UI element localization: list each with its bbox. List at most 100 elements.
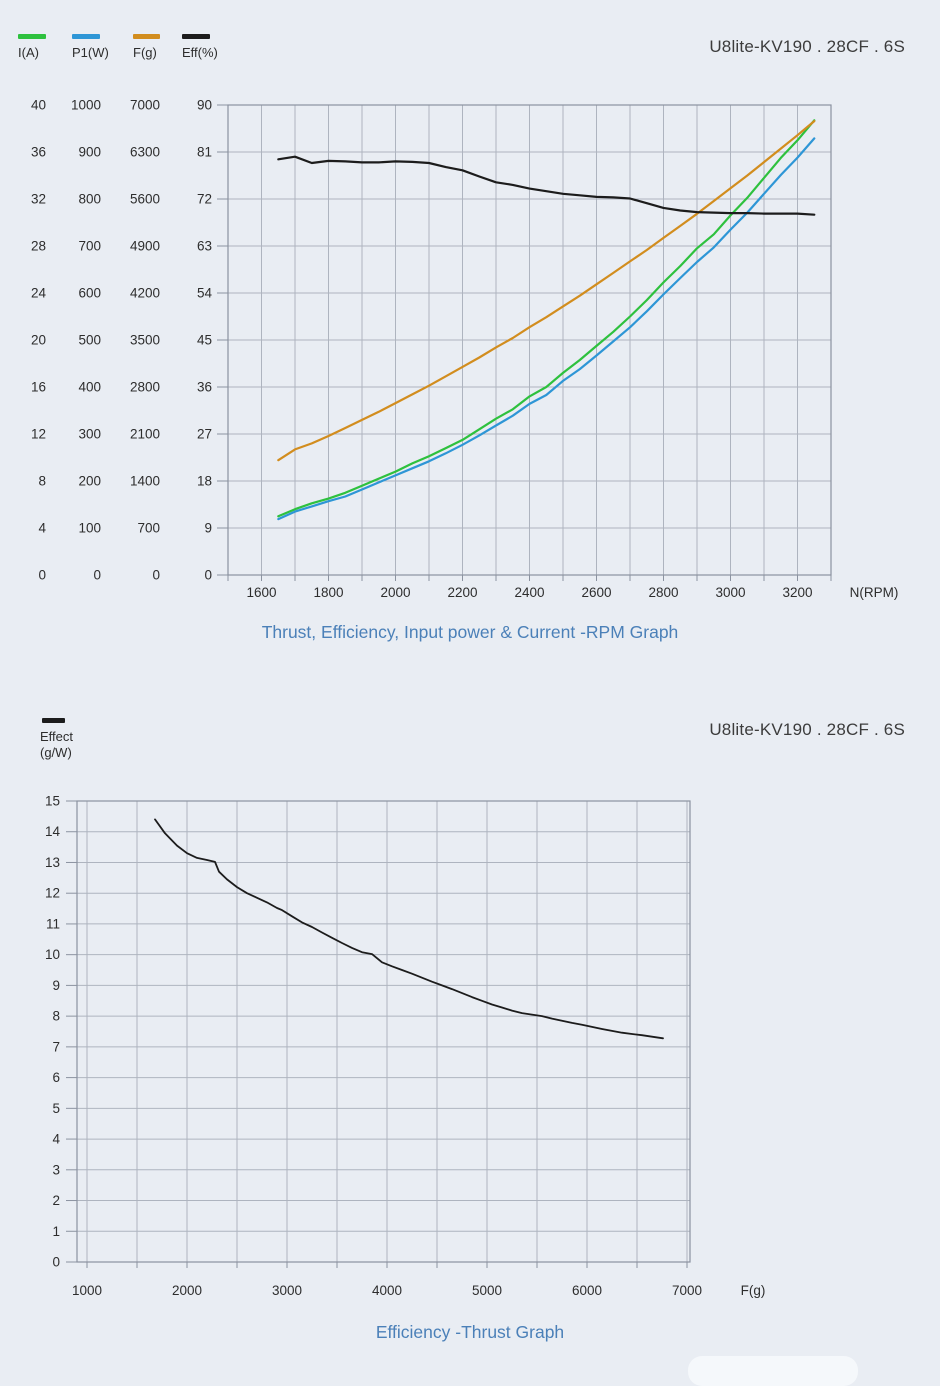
x-tick-label: 1000 [72, 1283, 102, 1298]
x-tick-label: 3200 [782, 585, 812, 600]
y-tick-label: 8 [52, 1009, 60, 1024]
y-tick-label: 40 [31, 98, 46, 113]
current-legend-swatch [18, 34, 46, 39]
y-tick-label: 0 [38, 568, 46, 583]
chart2-caption: Efficiency -Thrust Graph [375, 1322, 565, 1342]
y-tick-label: 3500 [130, 333, 160, 348]
y-tick-label: 11 [46, 916, 60, 931]
x-tick-label: 4000 [372, 1283, 402, 1298]
y-tick-label: 12 [45, 886, 60, 901]
y-tick-label: 1000 [71, 98, 101, 113]
y-tick-label: 63 [197, 239, 212, 254]
y-tick-label: 400 [78, 380, 101, 395]
y-tick-label: 700 [137, 521, 160, 536]
legend-item-input-power: P1(W) [72, 34, 109, 60]
y-tick-label: 800 [78, 192, 101, 207]
y-tick-label: 0 [52, 1255, 60, 1270]
series-thrust-line [277, 119, 816, 462]
effect-legend-swatch [42, 718, 65, 723]
efficiency-legend-swatch [182, 34, 210, 39]
x-tick-label: 2000 [380, 585, 410, 600]
y-tick-label: 16 [31, 380, 46, 395]
y-tick-label: 3 [52, 1162, 60, 1177]
thrust-legend-swatch [133, 34, 160, 39]
y-tick-label: 5 [52, 1101, 60, 1116]
y-tick-label: 45 [197, 333, 212, 348]
y-tick-label: 13 [45, 855, 60, 870]
series-efficiency-line [277, 155, 816, 216]
x-tick-label: 1800 [313, 585, 343, 600]
y-tick-label: 27 [197, 427, 212, 442]
x-axis-title: N(RPM) [850, 585, 899, 600]
y-tick-label: 7000 [130, 98, 160, 113]
y-tick-label: 200 [78, 474, 101, 489]
y-tick-label: 14 [45, 824, 61, 839]
y-tick-label: 4200 [130, 286, 160, 301]
effect-legend-label-line1: Effect [40, 729, 74, 744]
y-tick-label: 32 [31, 192, 46, 207]
thrust-rpm-chart-panel: I(A) P1(W) F(g) Eff(%) U8lite-KV190 . 28… [0, 0, 940, 660]
y-tick-label: 0 [204, 568, 212, 583]
y-tick-label: 300 [78, 427, 101, 442]
y-tick-label: 15 [45, 794, 60, 809]
y-tick-label: 2800 [130, 380, 160, 395]
legend-item-current: I(A) [18, 34, 46, 60]
y-tick-label: 24 [31, 286, 47, 301]
y-tick-label: 18 [197, 474, 212, 489]
x-tick-label: 1600 [246, 585, 276, 600]
legend-item-thrust: F(g) [133, 34, 160, 60]
effect-curve-line [154, 818, 664, 1040]
x-tick-label: 7000 [672, 1283, 702, 1298]
x-tick-label: 3000 [272, 1283, 302, 1298]
current-legend-label: I(A) [18, 45, 39, 60]
efficiency-legend-label: Eff(%) [182, 45, 218, 60]
y-tick-label: 4 [52, 1132, 60, 1147]
plot-border [227, 104, 832, 576]
y-tick-label: 500 [78, 333, 101, 348]
y-tick-label: 9 [204, 521, 212, 536]
plot-border [76, 800, 691, 1263]
x-axis-title: F(g) [741, 1283, 766, 1298]
x-tick-label: 6000 [572, 1283, 602, 1298]
y-tick-label: 8 [38, 474, 46, 489]
y-tick-label: 900 [78, 145, 101, 160]
y-tick-label: 81 [197, 145, 212, 160]
input-power-legend-swatch [72, 34, 100, 39]
y-tick-label: 28 [31, 239, 46, 254]
x-tick-label: 2600 [581, 585, 611, 600]
y-tick-label: 1 [52, 1224, 60, 1239]
x-tick-label: 2200 [447, 585, 477, 600]
legend-item-effect: Effect (g/W) [40, 718, 73, 761]
input-power-legend-label: P1(W) [72, 45, 109, 60]
chart1-title: U8lite-KV190 . 28CF . 6S [709, 37, 905, 56]
chart1-caption: Thrust, Efficiency, Input power & Curren… [261, 622, 679, 642]
x-tick-label: 5000 [472, 1283, 502, 1298]
y-tick-label: 4900 [130, 239, 160, 254]
y-tick-label: 72 [197, 192, 212, 207]
efficiency-thrust-chart-panel: Effect (g/W) U8lite-KV190 . 28CF . 6S Ef… [0, 660, 940, 1373]
x-tick-label: 2400 [514, 585, 544, 600]
y-tick-label: 36 [197, 380, 212, 395]
y-tick-label: 2 [52, 1193, 60, 1208]
y-tick-label: 36 [31, 145, 46, 160]
y-tick-label: 0 [152, 568, 160, 583]
y-tick-label: 9 [52, 978, 60, 993]
y-tick-label: 6 [52, 1070, 60, 1085]
series-current-line [277, 119, 816, 518]
corner-highlight [688, 1356, 858, 1386]
y-tick-label: 100 [78, 521, 101, 536]
y-tick-label: 4 [38, 521, 46, 536]
y-tick-label: 5600 [130, 192, 160, 207]
y-tick-label: 10 [45, 947, 60, 962]
series-input-power-line [277, 137, 816, 521]
x-tick-label: 2800 [648, 585, 678, 600]
y-tick-label: 600 [78, 286, 101, 301]
chart2-title: U8lite-KV190 . 28CF . 6S [709, 720, 905, 739]
x-tick-label: 2000 [172, 1283, 202, 1298]
y-tick-label: 90 [197, 98, 212, 113]
y-tick-label: 2100 [130, 427, 160, 442]
y-tick-label: 7 [52, 1039, 60, 1054]
y-tick-label: 54 [197, 286, 213, 301]
effect-legend-label-line2: (g/W) [40, 745, 72, 760]
